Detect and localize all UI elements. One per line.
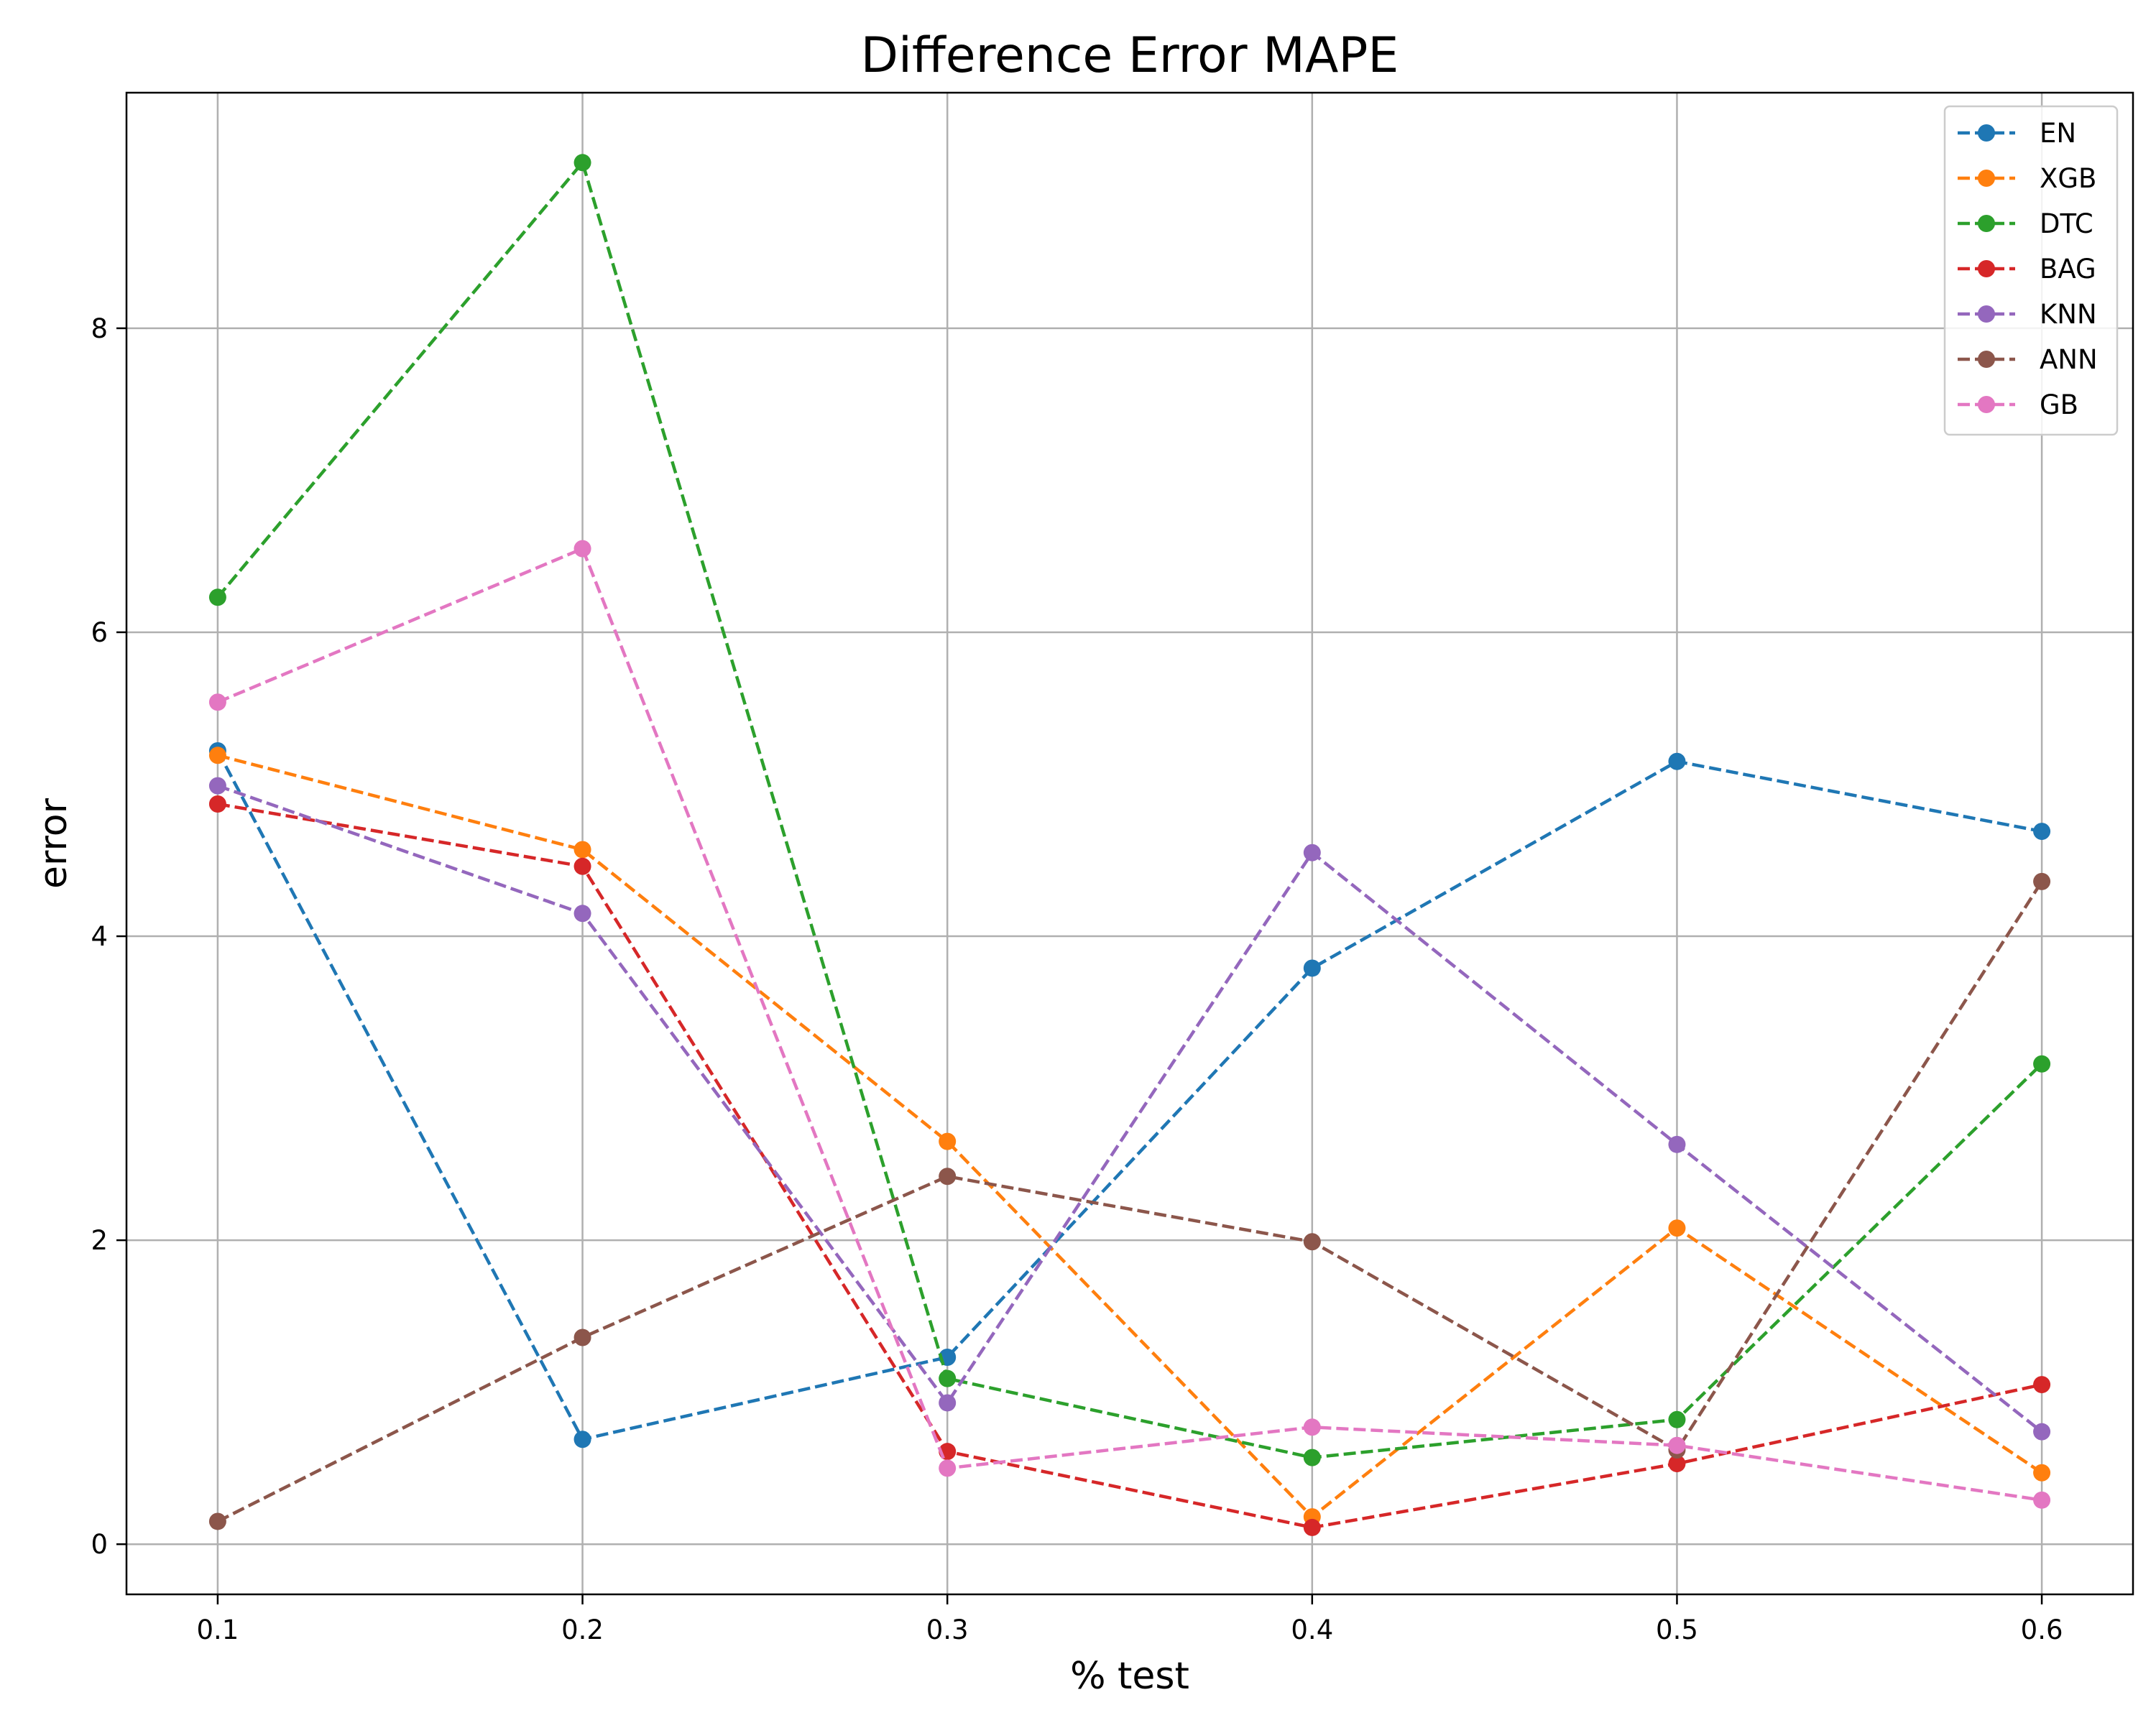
data-point-gb [939,1459,957,1477]
legend-item-xgb: XGB [1958,163,2096,194]
data-point-dtc [2033,1055,2051,1073]
y-tick-label: 6 [91,617,108,648]
data-point-xgb [2033,1464,2051,1482]
legend-item-gb: GB [1958,389,2078,420]
legend-item-ann: ANN [1958,344,2098,375]
data-point-xgb [573,841,591,859]
data-point-xgb [939,1132,957,1150]
legend: EN XGB DTC BAG KNN ANN GB [1943,105,2119,436]
data-point-dtc [1303,1449,1321,1466]
data-point-knn [2033,1423,2051,1441]
legend-label: XGB [2040,163,2096,194]
y-axis-label: error [32,798,75,889]
data-point-xgb [1668,1219,1686,1237]
data-point-knn [1668,1135,1686,1153]
data-point-ann [2033,872,2051,890]
series-gb [208,540,2051,1509]
series-knn [208,777,2051,1441]
data-point-ann [939,1168,957,1186]
legend-swatch-marker [1978,260,1995,277]
data-point-bag [208,795,226,813]
series-line-xgb [217,754,2043,1520]
data-point-ann [208,1512,226,1530]
x-tick-label: 0.2 [561,1614,604,1645]
data-point-knn [208,777,226,795]
plot-frame [125,91,2134,1596]
legend-label: EN [2040,118,2076,149]
series-line-gb [217,546,2042,1502]
y-tick-label: 2 [91,1225,108,1256]
legend-item-en: EN [1958,118,2076,149]
chart-title: Difference Error MAPE [861,27,1399,84]
legend-swatch-marker [1978,215,1995,232]
y-tick-label: 8 [91,313,108,344]
legend-swatch-marker [1978,305,1995,323]
legend-swatch-marker [1978,124,1995,142]
series-layer [208,154,2051,1536]
series-line-ann [216,880,2043,1523]
data-point-en [573,1431,591,1449]
legend-swatch-marker [1978,396,1995,413]
series-xgb [208,747,2051,1526]
x-tick-label: 0.5 [1656,1614,1698,1645]
data-point-en [1303,959,1321,977]
series-bag [208,795,2051,1536]
legend-label: DTC [2040,208,2093,239]
data-point-dtc [573,154,591,172]
legend-swatch-marker [1978,351,1995,368]
x-tick-label: 0.1 [196,1614,239,1645]
data-point-knn [1303,844,1321,861]
series-line-dtc [216,159,2043,1459]
legend-label: GB [2040,389,2078,420]
series-line-en [216,749,2042,1441]
data-point-gb [573,540,591,558]
data-point-ann [573,1329,591,1346]
legend-item-bag: BAG [1958,254,2096,285]
data-point-bag [2033,1376,2051,1394]
legend-label: BAG [2040,254,2096,285]
x-tick-label: 0.3 [926,1614,969,1645]
data-point-bag [1668,1455,1686,1473]
data-point-dtc [208,588,226,606]
axis-ticks: 0.1 0.2 0.3 0.4 0.5 0.6 0 2 4 6 8 [91,313,2063,1645]
legend-swatch-marker [1978,170,1995,187]
data-point-gb [2033,1491,2051,1509]
y-tick-label: 4 [91,921,108,952]
data-point-knn [939,1394,957,1412]
series-line-bag [217,802,2042,1530]
data-point-gb [208,693,226,711]
data-point-gb [1303,1418,1321,1436]
data-point-en [2033,823,2051,841]
data-point-dtc [1668,1410,1686,1428]
legend-label: ANN [2040,344,2098,375]
data-point-en [1668,752,1686,770]
data-point-bag [573,857,591,875]
legend-label: KNN [2040,299,2097,330]
x-axis-label: % test [1070,1655,1189,1698]
series-dtc [208,154,2051,1466]
legend-item-dtc: DTC [1958,208,2093,239]
data-point-knn [573,905,591,923]
data-point-ann [1303,1233,1321,1251]
x-tick-label: 0.4 [1291,1614,1333,1645]
legend-item-knn: KNN [1958,299,2097,330]
data-point-bag [1303,1518,1321,1536]
data-point-xgb [208,747,226,764]
y-tick-label: 0 [91,1529,108,1560]
series-line-knn [217,784,2043,1433]
data-point-dtc [939,1369,957,1387]
x-tick-label: 0.6 [2021,1614,2063,1645]
data-point-gb [1668,1436,1686,1454]
